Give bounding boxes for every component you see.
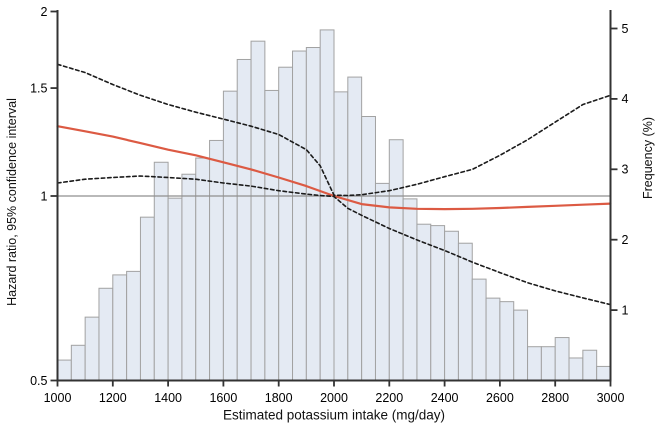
- histogram-bar: [139, 216, 155, 381]
- y-left-tick-label: 0.5: [30, 374, 47, 388]
- histogram-bar: [319, 29, 335, 381]
- y-axis-title-left: Hazard ratio, 95% confidence interval: [5, 98, 19, 306]
- y-left-tick-label: 2: [41, 5, 48, 19]
- histogram-bar: [416, 223, 432, 381]
- histogram-bar: [402, 198, 418, 381]
- histogram-bar: [195, 157, 211, 381]
- y-right-tick-label: 1: [622, 303, 629, 317]
- histogram-bar: [250, 40, 266, 381]
- ci-upper-curve: [56, 63, 612, 197]
- y-right-tick-label: 5: [622, 22, 629, 36]
- histogram-bar: [126, 270, 141, 382]
- histogram-bar: [209, 139, 224, 381]
- histogram-bar: [499, 301, 515, 381]
- histogram-bar: [153, 161, 169, 381]
- x-tick-label: 1200: [99, 391, 127, 405]
- x-tick-label: 2200: [375, 391, 403, 405]
- x-tick-label: 1400: [154, 391, 182, 405]
- histogram-bar: [582, 349, 598, 382]
- histogram-bar: [457, 242, 473, 381]
- histogram-bar: [471, 278, 487, 381]
- histogram-bar: [57, 359, 72, 381]
- x-tick-label: 1800: [265, 391, 293, 405]
- histogram-bar: [527, 346, 542, 381]
- histogram-bar: [333, 91, 349, 382]
- histogram-bar: [236, 58, 252, 381]
- histogram-bar: [374, 182, 390, 381]
- histogram-bar: [98, 287, 114, 381]
- y-right-tick-label: 4: [622, 92, 629, 106]
- histogram-bar: [292, 50, 307, 381]
- y-right-tick-label: 2: [622, 233, 629, 247]
- x-axis-title: Estimated potassium intake (mg/day): [222, 407, 446, 423]
- histogram-bar: [485, 297, 501, 382]
- histogram-bar: [388, 139, 404, 381]
- histogram-bar: [596, 365, 611, 382]
- histogram-bar: [167, 197, 183, 381]
- x-tick-label: 1600: [209, 391, 237, 405]
- x-tick-label: 2600: [486, 391, 514, 405]
- histogram-bar: [568, 357, 584, 382]
- x-tick-label: 2000: [320, 391, 348, 405]
- y-left-tick-label: 1.5: [30, 81, 47, 95]
- x-tick-label: 3000: [597, 391, 625, 405]
- histogram-bar: [70, 344, 86, 381]
- histogram-bar: [305, 47, 321, 381]
- y-right-tick-label: 3: [622, 163, 629, 177]
- x-tick-label: 2800: [541, 391, 569, 405]
- x-tick-label: 1000: [44, 391, 72, 405]
- histogram-bar: [84, 316, 100, 382]
- y-left-tick-label: 1: [41, 189, 48, 203]
- histogram-bar: [540, 346, 556, 381]
- histogram-bar: [278, 66, 294, 381]
- histogram-bar: [513, 309, 529, 382]
- histogram-bar: [347, 76, 363, 382]
- histogram-bar: [181, 173, 197, 381]
- histogram-bar: [361, 116, 376, 381]
- histogram-bar: [554, 337, 570, 381]
- histogram-bar: [112, 274, 128, 381]
- y-axis-title-right: Frequency (%): [641, 117, 655, 199]
- x-tick-label: 2400: [431, 391, 459, 405]
- ci-lower-curve: [56, 175, 612, 306]
- histogram-bar: [222, 90, 238, 381]
